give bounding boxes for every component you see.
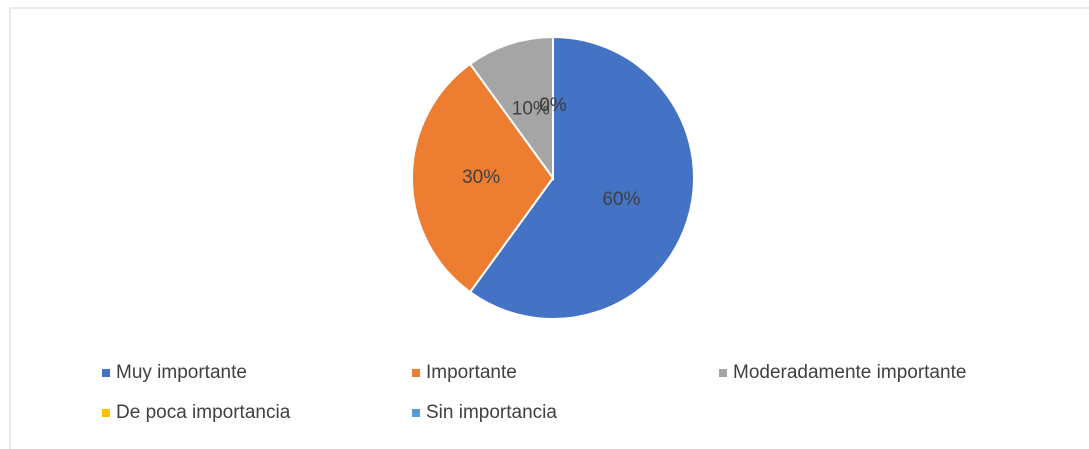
legend-marker xyxy=(412,369,420,377)
legend-marker xyxy=(102,409,110,417)
data-label: 60% xyxy=(602,189,640,210)
pie-slice xyxy=(411,62,555,294)
legend-marker xyxy=(412,409,420,417)
data-label: 0% xyxy=(539,95,567,116)
legend-label: Sin importancia xyxy=(426,402,557,423)
pie-slice xyxy=(468,35,695,320)
legend-label: Importante xyxy=(426,362,517,383)
data-label: 0% xyxy=(539,95,567,116)
legend-label: Muy importante xyxy=(116,362,247,383)
legend-marker xyxy=(719,369,727,377)
legend-label: De poca importancia xyxy=(116,402,291,423)
chart-border xyxy=(9,7,1089,449)
legend-label: Moderadamente importante xyxy=(733,362,966,383)
data-label: 30% xyxy=(462,167,500,188)
data-label: 10% xyxy=(512,99,550,120)
pie-slice xyxy=(468,35,554,182)
legend-marker xyxy=(102,369,110,377)
